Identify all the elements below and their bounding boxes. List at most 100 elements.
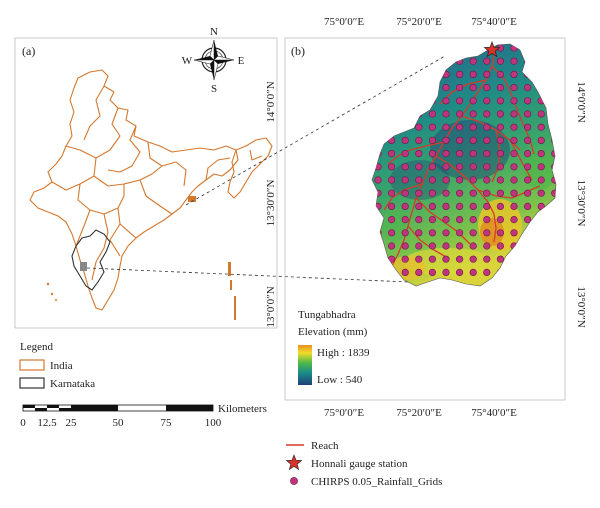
grid-point: [469, 110, 477, 118]
grid-point: [388, 44, 396, 52]
grid-point: [523, 216, 532, 224]
panel-b: (b) 75°0′0″E 75°20′0″E 75°40′0″E 75°0′0″…: [265, 16, 587, 419]
grid-point: [496, 242, 505, 250]
grid-point: [551, 229, 556, 237]
grid-point: [537, 163, 545, 171]
grid-point: [388, 163, 396, 171]
grid-point: [483, 110, 491, 118]
grid-point: [374, 150, 382, 158]
grid-point: [496, 83, 505, 92]
grid-point: [456, 242, 464, 250]
grid-point: [483, 268, 491, 277]
grid-point: [456, 150, 464, 158]
grid-point: [496, 136, 505, 144]
grid-point: [401, 123, 409, 131]
scale-bar: Kilometers 0 12.5 25 50 75 100: [20, 403, 267, 429]
grid-point: [442, 97, 450, 105]
grid-point: [401, 110, 409, 118]
elev-legend-title1: Tungabhadra: [298, 309, 356, 321]
legend-swatch-india: [19, 359, 45, 371]
grid-point: [401, 216, 409, 224]
grid-point: [374, 110, 382, 118]
grid-point: [469, 150, 477, 158]
scale-tick-2: 25: [66, 417, 78, 429]
grid-point: [388, 150, 396, 158]
grid-point: [551, 216, 556, 224]
elevation-legend: Tungabhadra Elevation (mm) High : 1839 L…: [298, 309, 370, 386]
grid-point: [483, 242, 491, 250]
legend-label-india: India: [50, 360, 73, 372]
grid-point: [374, 70, 382, 78]
grid-point: [537, 97, 545, 105]
grid-point: [510, 44, 518, 52]
grid-point: [374, 44, 382, 52]
grid-point: [428, 255, 437, 263]
grid-point: [456, 123, 464, 131]
bottom-lon-1: 75°0′0″E: [324, 407, 364, 419]
grid-point: [537, 123, 545, 131]
grid-point: [374, 136, 382, 144]
grid-point: [510, 255, 518, 263]
grid-point: [442, 202, 450, 210]
grid-point: [510, 70, 518, 78]
legend-title: Legend: [20, 341, 53, 353]
grid-point: [442, 136, 450, 144]
grid-point: [374, 242, 382, 250]
grid-point: [401, 202, 409, 210]
left-lat-1: 14°0′0″N: [265, 81, 277, 122]
grid-point: [510, 216, 518, 224]
grid-point: [388, 97, 396, 105]
panel-a: (a) N S E W: [14, 26, 278, 329]
grid-point: [442, 83, 450, 92]
grid-point: [523, 136, 532, 144]
grid-point: [415, 44, 423, 52]
grid-point: [496, 189, 505, 197]
reach-segment: [407, 225, 449, 259]
grid-point: [388, 268, 396, 277]
elev-colorbar: [298, 345, 312, 385]
grid-point: [456, 189, 464, 197]
grid-point: [388, 229, 396, 237]
grid-point: [374, 202, 382, 210]
grid-point: [551, 57, 556, 65]
compass-south: S: [211, 83, 217, 95]
grid-point: [415, 150, 423, 158]
grid-point: [401, 97, 409, 105]
grid-point: [428, 110, 437, 118]
grid-point: [388, 216, 396, 224]
grid-point: [442, 216, 450, 224]
compass-north: N: [210, 26, 218, 38]
grid-point: [442, 229, 450, 237]
grid-point: [469, 229, 477, 237]
scale-tick-0: 0: [20, 417, 26, 429]
grid-point: [401, 136, 409, 144]
grid-point: [523, 110, 532, 118]
grid-point: [442, 57, 450, 65]
grid-point: [469, 44, 477, 52]
grid-point: [496, 255, 505, 263]
left-lat-3: 13°0′0″N: [265, 286, 277, 327]
grid-point: [388, 57, 396, 65]
grid-point: [428, 44, 437, 52]
grid-point: [483, 70, 491, 78]
right-lat-1: 14°0′0″N: [575, 81, 587, 122]
grid-point: [483, 97, 491, 105]
grid-point: [551, 83, 556, 92]
grid-point: [456, 163, 464, 171]
grid-point: [388, 242, 396, 250]
grid-point: [496, 97, 505, 105]
grid-point: [510, 268, 518, 277]
compass-west: W: [182, 55, 193, 67]
grid-point: [374, 123, 382, 131]
panel-b-label: (b): [291, 44, 305, 58]
grid-point: [401, 150, 409, 158]
grid-point: [469, 163, 477, 171]
gauge-label: Honnali gauge station: [311, 458, 408, 470]
grid-point: [415, 110, 423, 118]
panel-a-label: (a): [22, 44, 35, 58]
grid-point: [469, 97, 477, 105]
grid-point: [537, 242, 545, 250]
grid-point: [374, 255, 382, 263]
grid-point: [456, 176, 464, 184]
grid-point: [401, 242, 409, 250]
